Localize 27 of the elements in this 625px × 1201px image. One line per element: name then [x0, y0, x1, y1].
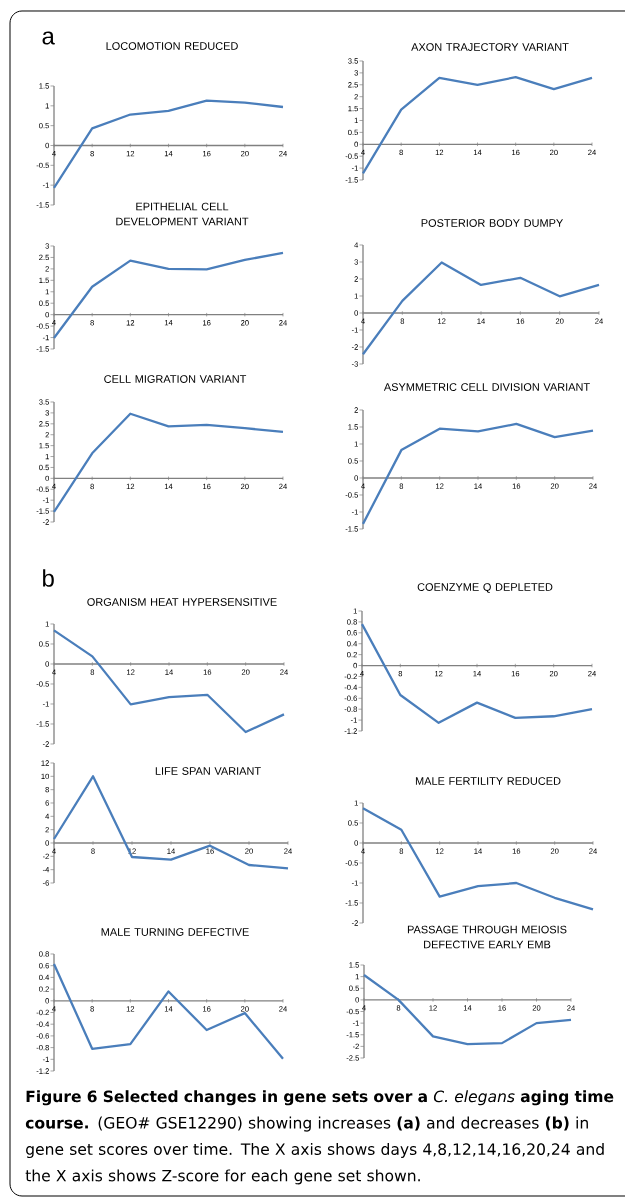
- chart-title: COENZYME Q DEPLETED: [417, 583, 553, 593]
- chart-title: LIFE SPAN VARIANT: [155, 767, 261, 775]
- line-series: [361, 261, 601, 356]
- line-series: [52, 99, 285, 190]
- line-series: [362, 973, 573, 1046]
- line-series: [361, 422, 595, 526]
- line-series: [52, 962, 285, 1060]
- chart-title: EPITHELIAL CELL DEVELOPMENT VARIANT: [116, 202, 249, 226]
- chart-title: ORGANISM HEAT HYPERSENSITIVE: [87, 598, 277, 606]
- line-series: [361, 76, 594, 175]
- chart-title: PASSAGE THROUGH MEIOSIS DEFECTIVE EARLY EMB: [407, 925, 567, 949]
- line-series: [360, 622, 594, 724]
- chart-title: MALE FERTILITY REDUCED: [415, 777, 561, 785]
- line-series: [52, 412, 285, 514]
- line-series: [52, 775, 290, 870]
- chart-title: POSTERIOR BODY DUMPY: [421, 219, 563, 227]
- line-series: [52, 629, 286, 734]
- line-series: [361, 807, 595, 911]
- chart-title: LOCOMOTION REDUCED: [106, 42, 238, 50]
- chart-title: CELL MIGRATION VARIANT: [104, 375, 247, 383]
- text: b: [43, 569, 54, 587]
- line-series: [52, 251, 285, 340]
- chart-title: MALE TURNING DEFECTIVE: [101, 928, 249, 936]
- text: a: [42, 31, 55, 45]
- text: Figure 6 Selected changes in gene sets over a C. elegans aging time course. (GEO# GSE12290) showing increases (a) and decreases (b) in gene set scores over time. The X axis shows days 4,8,12,14,16,20,24 and the X axis shows Z-score for each gene set shown.: [25, 1090, 614, 1185]
- chart-title: ASYMMETRIC CELL DIVISION VARIANT: [383, 383, 590, 391]
- chart-title: AXON TRAJECTORY VARIANT: [411, 43, 569, 51]
